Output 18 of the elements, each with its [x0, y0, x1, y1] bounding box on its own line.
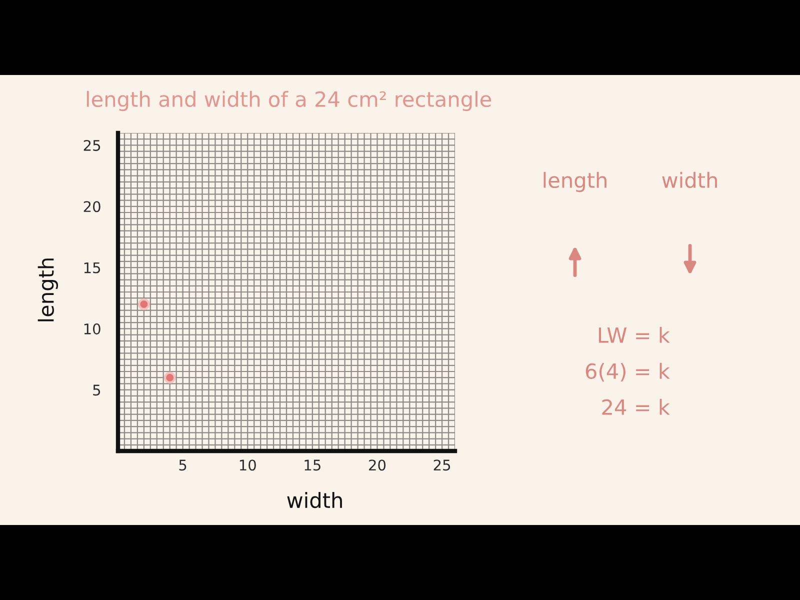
text: 6(4) = k [586, 362, 670, 382]
x-tick-label: 20 [369, 460, 386, 471]
chart-title: length and width of a 24 cm² rectangle [86, 90, 492, 112]
text: LW = k [598, 326, 670, 343]
y-tick-label: 20 [84, 201, 100, 212]
y-tick-label: 10 [84, 323, 100, 334]
y-axis-title: length [38, 258, 58, 322]
y-tick-label: 5 [93, 384, 100, 396]
text: 24 = k [602, 398, 670, 415]
text: width [662, 172, 717, 188]
x-axis-title: width [287, 492, 342, 508]
x-tick-label: 5 [179, 460, 186, 471]
x-tick-label: 15 [304, 460, 320, 471]
text: length [544, 172, 606, 192]
x-tick-label: 25 [434, 460, 450, 471]
y-tick-label: 15 [84, 262, 100, 274]
x-tick-label: 10 [240, 460, 256, 471]
y-tick-label: 25 [84, 140, 100, 151]
